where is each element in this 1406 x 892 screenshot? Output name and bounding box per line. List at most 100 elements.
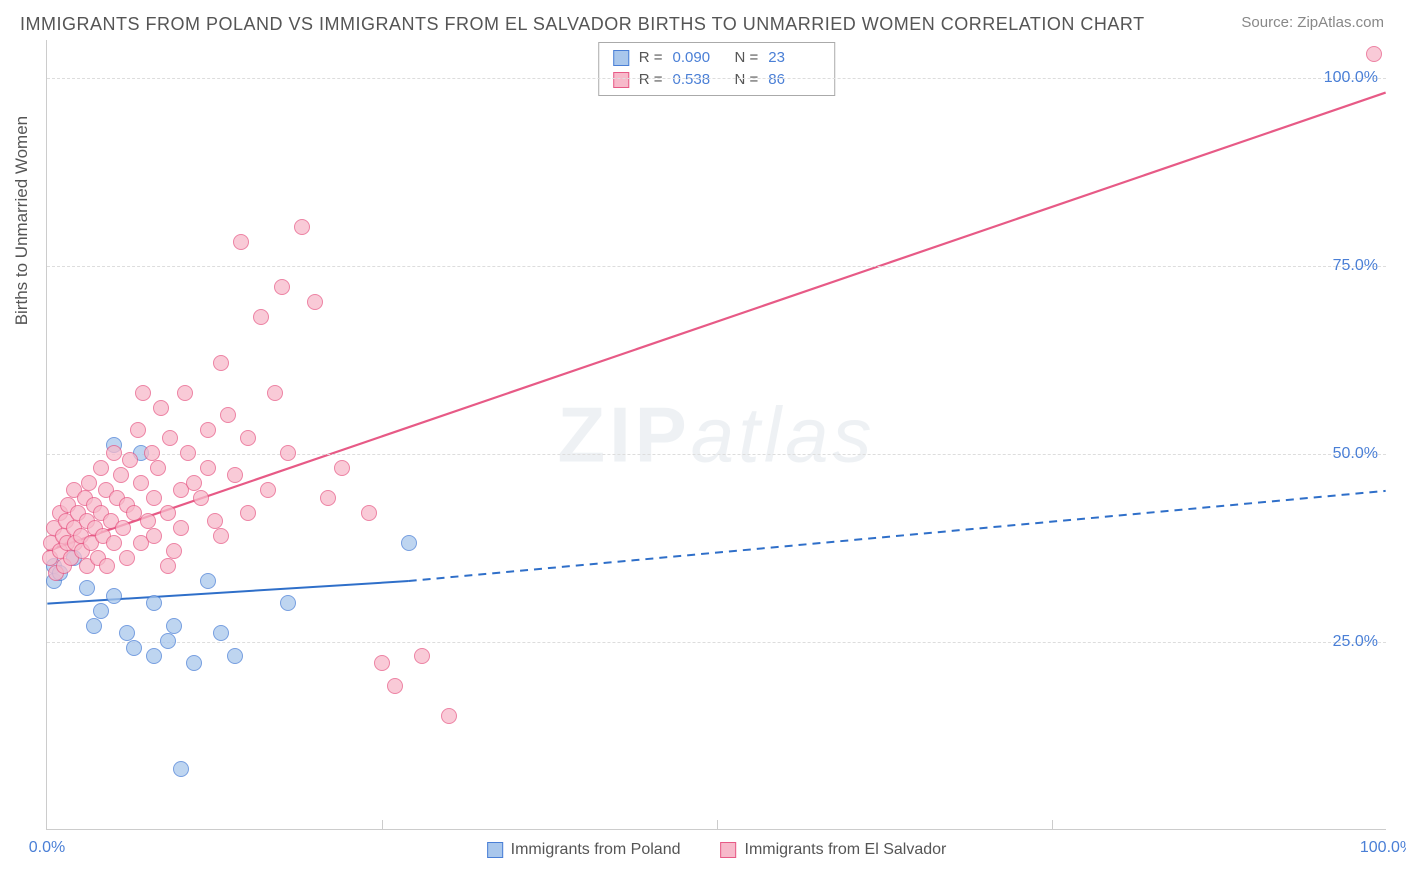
regression-line [47, 93, 1385, 551]
point-elsalvador [274, 279, 290, 295]
correlation-legend-box: R = 0.090 N = 23 R = 0.538 N = 86 [598, 42, 836, 96]
point-elsalvador [146, 528, 162, 544]
point-poland [106, 588, 122, 604]
point-poland [186, 655, 202, 671]
point-elsalvador [361, 505, 377, 521]
point-elsalvador [122, 452, 138, 468]
point-elsalvador [414, 648, 430, 664]
chart-plot-area: ZIPatlas R = 0.090 N = 23 R = 0.538 N = … [46, 40, 1386, 830]
point-elsalvador [153, 400, 169, 416]
point-poland [173, 761, 189, 777]
point-elsalvador [162, 430, 178, 446]
point-elsalvador [173, 520, 189, 536]
chart-title: IMMIGRANTS FROM POLAND VS IMMIGRANTS FRO… [20, 14, 1145, 35]
point-elsalvador [280, 445, 296, 461]
point-poland [93, 603, 109, 619]
gridline-horizontal [47, 78, 1386, 79]
point-elsalvador [160, 558, 176, 574]
point-poland [126, 640, 142, 656]
y-tick-label: 50.0% [1333, 445, 1378, 463]
point-elsalvador [177, 385, 193, 401]
legend-row-poland: R = 0.090 N = 23 [613, 47, 821, 69]
point-elsalvador [135, 385, 151, 401]
legend-row-elsalvador: R = 0.538 N = 86 [613, 69, 821, 91]
point-elsalvador [106, 535, 122, 551]
point-elsalvador [140, 513, 156, 529]
point-elsalvador [113, 467, 129, 483]
point-elsalvador [81, 475, 97, 491]
stat-value-n-poland: 23 [768, 47, 820, 69]
series-legend: Immigrants from Poland Immigrants from E… [487, 841, 947, 859]
point-elsalvador [240, 505, 256, 521]
point-elsalvador [253, 309, 269, 325]
legend-label-elsalvador: Immigrants from El Salvador [745, 841, 947, 859]
point-elsalvador [207, 513, 223, 529]
point-elsalvador [220, 407, 236, 423]
point-elsalvador [240, 430, 256, 446]
stat-label-r: R = [639, 69, 663, 91]
point-elsalvador [307, 294, 323, 310]
gridline-vertical [1052, 820, 1053, 830]
stat-value-r-elsalvador: 0.538 [673, 69, 725, 91]
legend-item-poland: Immigrants from Poland [487, 841, 681, 859]
point-elsalvador [213, 355, 229, 371]
point-elsalvador [133, 475, 149, 491]
legend-item-elsalvador: Immigrants from El Salvador [721, 841, 947, 859]
x-tick-label: 0.0% [29, 839, 65, 857]
point-poland [213, 625, 229, 641]
point-elsalvador [200, 422, 216, 438]
stat-value-n-elsalvador: 86 [768, 69, 820, 91]
point-poland [86, 618, 102, 634]
point-elsalvador [374, 655, 390, 671]
watermark: ZIPatlas [557, 389, 875, 480]
point-poland [227, 648, 243, 664]
point-poland [280, 595, 296, 611]
point-elsalvador [180, 445, 196, 461]
gridline-horizontal [47, 454, 1386, 455]
point-poland [401, 535, 417, 551]
source-attribution: Source: ZipAtlas.com [1241, 14, 1384, 31]
point-poland [200, 573, 216, 589]
regression-line [409, 491, 1386, 581]
point-elsalvador [93, 460, 109, 476]
point-elsalvador [146, 490, 162, 506]
regression-line [47, 581, 408, 604]
point-elsalvador [130, 422, 146, 438]
point-poland [119, 625, 135, 641]
point-elsalvador [387, 678, 403, 694]
point-poland [166, 618, 182, 634]
stat-label-n: N = [735, 69, 759, 91]
swatch-poland [613, 50, 629, 66]
y-tick-label: 100.0% [1324, 69, 1378, 87]
point-elsalvador [119, 550, 135, 566]
source-label: Source: [1241, 14, 1293, 31]
point-poland [146, 648, 162, 664]
point-elsalvador [200, 460, 216, 476]
legend-label-poland: Immigrants from Poland [511, 841, 681, 859]
point-elsalvador [334, 460, 350, 476]
point-elsalvador [193, 490, 209, 506]
point-elsalvador [213, 528, 229, 544]
point-elsalvador [150, 460, 166, 476]
point-elsalvador [166, 543, 182, 559]
point-elsalvador [115, 520, 131, 536]
gridline-horizontal [47, 266, 1386, 267]
point-elsalvador [267, 385, 283, 401]
point-elsalvador [99, 558, 115, 574]
point-elsalvador [1366, 46, 1382, 62]
point-elsalvador [186, 475, 202, 491]
point-elsalvador [441, 708, 457, 724]
y-axis-label: Births to Unmarried Women [12, 116, 32, 325]
y-tick-label: 75.0% [1333, 257, 1378, 275]
point-elsalvador [160, 505, 176, 521]
point-elsalvador [106, 445, 122, 461]
gridline-vertical [717, 820, 718, 830]
gridline-vertical [382, 820, 383, 830]
swatch-elsalvador [613, 72, 629, 88]
point-poland [146, 595, 162, 611]
point-poland [160, 633, 176, 649]
x-tick-label: 100.0% [1360, 839, 1406, 857]
swatch-poland [487, 842, 503, 858]
point-elsalvador [260, 482, 276, 498]
point-elsalvador [233, 234, 249, 250]
